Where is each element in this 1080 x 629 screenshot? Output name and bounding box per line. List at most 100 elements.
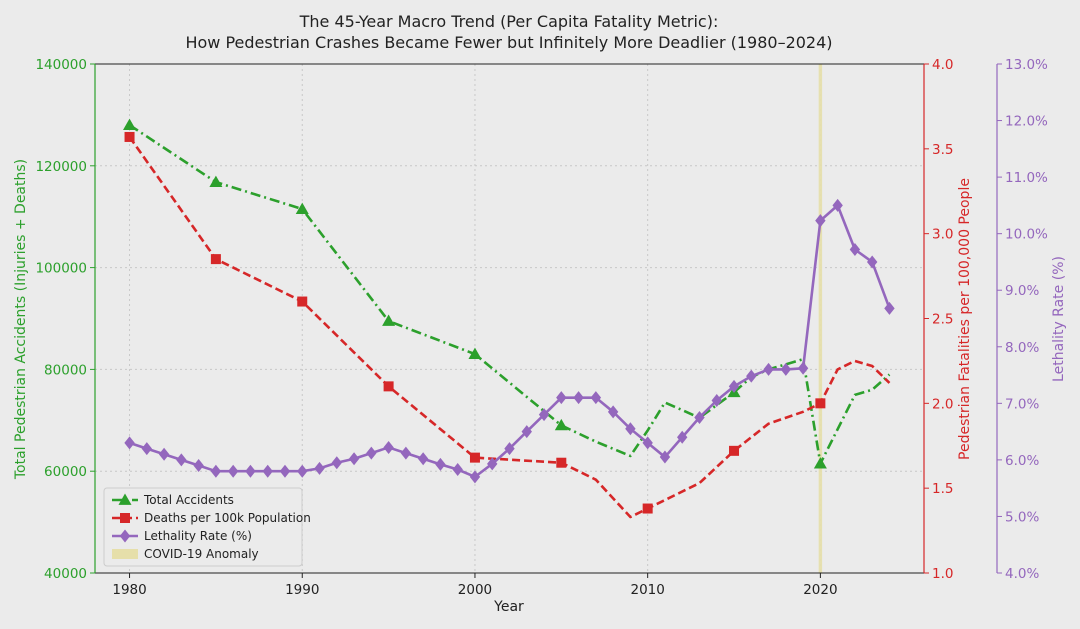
chart-subtitle: How Pedestrian Crashes Became Fewer but … xyxy=(185,33,832,52)
data-point-series-2 xyxy=(469,452,480,463)
data-point-series-3 xyxy=(417,452,429,466)
data-point-series-3 xyxy=(366,446,377,460)
data-point-series-3 xyxy=(538,408,550,422)
data-point-series-3 xyxy=(348,452,360,466)
data-point-series-3 xyxy=(642,436,653,450)
x-tick-label: 2010 xyxy=(630,582,664,598)
legend-marker-1 xyxy=(118,493,132,505)
data-point-series-3 xyxy=(435,457,446,471)
data-point-series-3 xyxy=(556,391,567,405)
data-point-series-2 xyxy=(124,131,135,142)
right-tick-label-lethality: 11.0% xyxy=(1005,170,1048,186)
data-point-series-3 xyxy=(590,391,602,405)
data-point-series-1 xyxy=(813,457,827,469)
data-point-series-3 xyxy=(797,361,809,375)
data-point-series-3 xyxy=(677,430,688,444)
plot-area: 1980 1990 2000 2010 2020 40000 60000 80000 10000… xyxy=(35,57,1048,598)
right-tick-label-lethality: 10.0% xyxy=(1005,227,1048,243)
data-point-series-3 xyxy=(607,405,619,419)
data-point-series-3 xyxy=(124,436,135,450)
data-point-series-3 xyxy=(383,440,394,454)
data-point-series-3 xyxy=(625,422,636,436)
right-tick-label-fatalities: 3.0 xyxy=(932,227,953,243)
x-tick-label: 2020 xyxy=(803,582,837,598)
data-point-series-3 xyxy=(245,464,256,478)
legend-box xyxy=(103,487,303,567)
data-point-series-3 xyxy=(176,453,187,467)
data-point-series-3 xyxy=(452,463,463,477)
x-tick-label: 1980 xyxy=(112,582,146,598)
right-tick-label-lethality: 7.0% xyxy=(1005,396,1039,412)
x-tick-label: 1990 xyxy=(285,582,319,598)
data-point-series-2 xyxy=(642,503,653,514)
data-point-series-3 xyxy=(193,459,204,473)
legend-label-2: Deaths per 100k Population xyxy=(144,511,311,525)
legend-label-1: Total Accidents xyxy=(143,493,234,507)
series-line-1 xyxy=(128,123,891,465)
covid-anomaly-band xyxy=(818,64,823,573)
data-point-series-2 xyxy=(729,445,740,456)
data-point-series-3 xyxy=(763,362,774,376)
left-tick-label: 120000 xyxy=(35,159,87,175)
right-tick-label-fatalities: 3.5 xyxy=(932,142,953,158)
data-point-series-3 xyxy=(314,461,325,475)
data-point-series-2 xyxy=(556,457,567,468)
data-point-series-1 xyxy=(123,118,137,130)
legend: Total Accidents Deaths per 100k Populatio… xyxy=(103,487,311,567)
chart-title: The 45-Year Macro Trend (Per Capita Fata… xyxy=(299,12,719,31)
data-point-series-3 xyxy=(659,450,671,464)
data-point-series-3 xyxy=(262,464,273,478)
right-tick-label-lethality: 9.0% xyxy=(1005,283,1039,299)
x-axis-label: Year xyxy=(493,599,524,615)
right-tick-label-fatalities: 1.0 xyxy=(932,566,953,582)
legend-label-4: COVID-19 Anomaly xyxy=(144,547,259,561)
data-point-series-3 xyxy=(728,379,740,393)
left-tick-label: 100000 xyxy=(35,261,87,277)
data-point-series-1 xyxy=(382,314,396,326)
data-point-series-3 xyxy=(521,425,532,439)
left-tick-label: 60000 xyxy=(44,464,87,480)
data-point-series-3 xyxy=(849,243,861,257)
data-point-series-3 xyxy=(400,446,412,460)
data-point-series-1 xyxy=(554,418,568,431)
data-point-series-3 xyxy=(141,442,153,456)
data-point-series-2 xyxy=(815,398,826,409)
right-tick-label-lethality: 8.0% xyxy=(1005,340,1039,356)
data-point-series-3 xyxy=(815,214,826,228)
left-tick-label: 80000 xyxy=(44,362,87,378)
right-tick-label-fatalities: 1.5 xyxy=(932,481,953,497)
data-point-series-3 xyxy=(694,410,705,424)
right-tick-label-lethality: 13.0% xyxy=(1005,57,1048,73)
right-axis-label-lethality: Lethality Rate (%) xyxy=(1051,256,1067,382)
data-point-series-2 xyxy=(383,381,394,392)
data-point-series-1 xyxy=(468,347,482,360)
legend-swatch-covid xyxy=(112,549,138,559)
data-point-series-3 xyxy=(504,442,515,456)
data-point-series-3 xyxy=(331,456,342,470)
right-tick-label-lethality: 5.0% xyxy=(1005,509,1039,525)
right-tick-label-fatalities: 4.0 xyxy=(932,57,953,73)
right-tick-label-fatalities: 2.5 xyxy=(932,312,953,328)
data-point-series-1 xyxy=(209,175,223,187)
data-point-series-3 xyxy=(884,301,895,315)
legend-label-3: Lethality Rate (%) xyxy=(144,529,252,543)
left-axis-label: Total Pedestrian Accidents (Injuries + D… xyxy=(13,159,29,480)
right-tick-label-fatalities: 2.0 xyxy=(932,396,953,412)
right-tick-label-lethality: 4.0% xyxy=(1005,566,1039,582)
data-point-series-2 xyxy=(297,296,308,307)
data-point-series-3 xyxy=(487,457,498,471)
data-point-series-3 xyxy=(279,464,291,478)
data-point-series-3 xyxy=(573,391,584,405)
data-point-series-2 xyxy=(210,254,221,265)
data-point-series-3 xyxy=(297,464,308,478)
data-point-series-3 xyxy=(227,464,239,478)
legend-marker-2 xyxy=(120,513,130,523)
data-point-series-3 xyxy=(711,394,722,408)
right-tick-label-lethality: 6.0% xyxy=(1005,453,1039,469)
right-tick-label-lethality: 12.0% xyxy=(1005,114,1048,130)
data-point-series-3 xyxy=(832,198,843,212)
left-tick-label: 40000 xyxy=(44,566,87,582)
data-point-series-3 xyxy=(866,255,878,269)
legend-marker-3 xyxy=(119,529,131,543)
